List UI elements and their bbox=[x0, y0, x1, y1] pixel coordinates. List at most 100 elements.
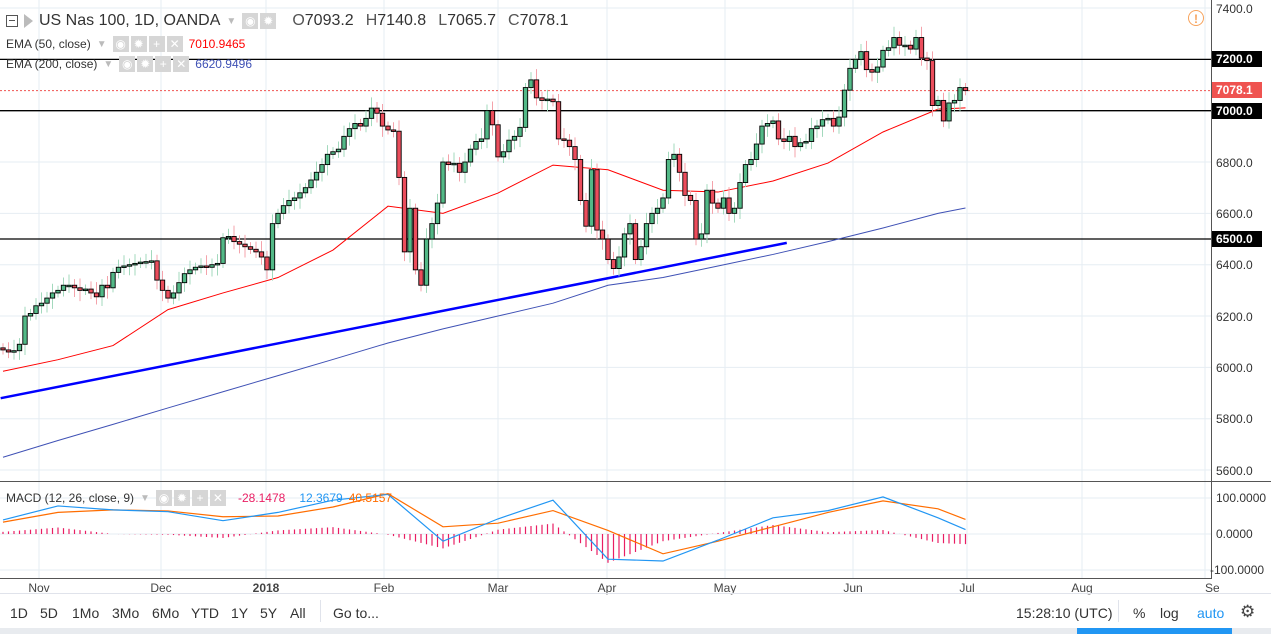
candle bbox=[132, 262, 138, 266]
candle bbox=[594, 169, 600, 231]
candle bbox=[341, 135, 347, 150]
clock[interactable]: 15:28:10 (UTC) bbox=[1016, 605, 1113, 621]
price-tick: 6800.0 bbox=[1216, 156, 1253, 170]
candle bbox=[324, 153, 331, 166]
chevron-down-icon[interactable]: ▼ bbox=[103, 58, 114, 70]
candle bbox=[940, 99, 947, 122]
candle bbox=[528, 79, 534, 89]
candle bbox=[544, 98, 551, 102]
macd-line bbox=[2, 493, 966, 562]
candle bbox=[918, 37, 925, 59]
candle bbox=[38, 302, 45, 307]
candle bbox=[319, 164, 325, 173]
candle bbox=[748, 159, 754, 166]
range-1y[interactable]: 1Y bbox=[231, 605, 249, 621]
candle bbox=[654, 207, 661, 214]
candle bbox=[335, 148, 342, 153]
plus-icon[interactable]: + bbox=[148, 36, 165, 52]
range-1d[interactable]: 1D bbox=[10, 605, 28, 621]
level-tag-7200: 7200.0 bbox=[1212, 51, 1262, 67]
level-tag-6500: 6500.0 bbox=[1212, 231, 1262, 247]
candles bbox=[0, 26, 969, 360]
candle bbox=[704, 189, 710, 235]
plus-icon[interactable]: + bbox=[155, 56, 172, 72]
candle bbox=[418, 269, 424, 286]
eye-icon[interactable]: ◉ bbox=[119, 56, 136, 72]
gear-icon[interactable]: ✹ bbox=[173, 490, 190, 506]
gear-icon[interactable]: ⚙ bbox=[1240, 602, 1256, 621]
candle bbox=[473, 141, 479, 150]
candle bbox=[214, 262, 221, 266]
eye-icon[interactable]: ◉ bbox=[112, 36, 129, 52]
candle bbox=[715, 202, 721, 209]
horizontal-levels bbox=[0, 58, 1211, 240]
chevron-down-icon[interactable]: ▼ bbox=[140, 492, 150, 504]
flag-icon[interactable] bbox=[24, 14, 33, 28]
candle bbox=[429, 223, 435, 240]
candle bbox=[951, 99, 958, 104]
price-tick: 6000.0 bbox=[1216, 361, 1253, 375]
candle bbox=[896, 37, 903, 46]
candle bbox=[797, 142, 804, 148]
eye-icon[interactable]: ◉ bbox=[242, 13, 259, 29]
percent-toggle[interactable]: % bbox=[1133, 605, 1146, 621]
candle bbox=[176, 282, 182, 294]
time-label: Sep bbox=[1205, 581, 1219, 595]
gear-icon[interactable]: ✹ bbox=[130, 36, 147, 52]
candle bbox=[539, 97, 545, 101]
candle bbox=[847, 67, 853, 91]
candle bbox=[858, 51, 864, 60]
range-1mo[interactable]: 1Mo bbox=[72, 605, 100, 621]
time-label: 2018 bbox=[252, 581, 280, 595]
candle bbox=[33, 305, 39, 314]
candle bbox=[874, 66, 881, 73]
candle bbox=[363, 117, 369, 127]
candle bbox=[187, 269, 193, 275]
candle bbox=[764, 123, 771, 127]
log-toggle[interactable]: log bbox=[1160, 605, 1179, 621]
chevron-down-icon[interactable]: ▼ bbox=[96, 38, 107, 50]
candle bbox=[247, 246, 254, 250]
chevron-down-icon[interactable]: ▼ bbox=[226, 15, 237, 27]
eye-icon[interactable]: ◉ bbox=[155, 490, 172, 506]
collapse-icon[interactable] bbox=[6, 15, 18, 27]
close-icon[interactable]: ✕ bbox=[173, 56, 190, 72]
macd-tick: -100.0000 bbox=[1210, 563, 1265, 577]
candle bbox=[775, 120, 782, 140]
candle bbox=[77, 287, 83, 291]
candle bbox=[203, 265, 210, 268]
goto-button[interactable]: Go to... bbox=[333, 605, 379, 621]
candle bbox=[814, 125, 820, 130]
close-icon[interactable]: ✕ bbox=[209, 490, 226, 506]
plus-icon[interactable]: + bbox=[191, 490, 208, 506]
gear-icon[interactable]: ✹ bbox=[260, 13, 277, 29]
range-5d[interactable]: 5D bbox=[40, 605, 58, 621]
candle bbox=[605, 238, 611, 261]
range-ytd[interactable]: YTD bbox=[191, 605, 219, 621]
low-value: L7065.7 bbox=[438, 12, 497, 29]
candle bbox=[225, 236, 232, 239]
symbol-title[interactable]: US Nas 100, 1D, OANDA bbox=[39, 12, 221, 29]
candle bbox=[836, 116, 842, 127]
time-label: Jul bbox=[959, 581, 975, 595]
candle bbox=[88, 288, 94, 294]
candle bbox=[643, 223, 650, 248]
candle bbox=[451, 162, 457, 166]
candle bbox=[390, 129, 397, 132]
candle bbox=[753, 143, 760, 160]
close-icon[interactable]: ✕ bbox=[166, 36, 183, 52]
auto-toggle[interactable]: auto bbox=[1197, 605, 1225, 621]
range-3mo[interactable]: 3Mo bbox=[112, 605, 140, 621]
ema50-label[interactable]: EMA (50, close) bbox=[6, 37, 91, 51]
ema200-label[interactable]: EMA (200, close) bbox=[6, 57, 98, 71]
gear-icon[interactable]: ✹ bbox=[137, 56, 154, 72]
range-all[interactable]: All bbox=[290, 605, 306, 621]
macd-label[interactable]: MACD (12, 26, close, 9) bbox=[6, 491, 135, 505]
range-5y[interactable]: 5Y bbox=[260, 605, 278, 621]
candle bbox=[770, 120, 776, 124]
alert-icon[interactable]: ! bbox=[1188, 10, 1204, 26]
price-tick: 6400.0 bbox=[1216, 258, 1253, 272]
candle bbox=[280, 205, 287, 214]
price-chart[interactable] bbox=[0, 0, 1271, 593]
range-6mo[interactable]: 6Mo bbox=[152, 605, 180, 621]
